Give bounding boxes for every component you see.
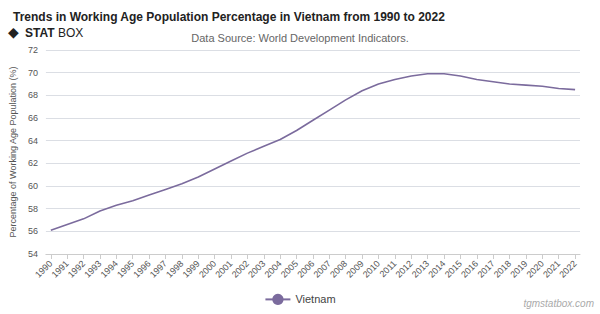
- svg-text:1992: 1992: [66, 258, 87, 279]
- svg-text:1995: 1995: [115, 258, 136, 279]
- svg-text:56: 56: [28, 226, 38, 236]
- svg-text:2002: 2002: [230, 258, 251, 279]
- svg-text:2009: 2009: [344, 258, 365, 279]
- svg-text:68: 68: [28, 90, 38, 100]
- svg-text:2014: 2014: [426, 258, 447, 279]
- svg-text:Trends in Working Age Populati: Trends in Working Age Population Percent…: [13, 10, 445, 24]
- svg-text:54: 54: [28, 249, 38, 259]
- svg-text:2005: 2005: [279, 258, 300, 279]
- svg-text:62: 62: [28, 158, 38, 168]
- svg-text:1997: 1997: [148, 258, 169, 279]
- svg-text:2003: 2003: [246, 258, 267, 279]
- svg-text:2001: 2001: [213, 258, 234, 279]
- svg-text:60: 60: [28, 181, 38, 191]
- svg-text:2021: 2021: [541, 258, 562, 279]
- svg-text:2018: 2018: [492, 258, 513, 279]
- svg-text:2017: 2017: [475, 258, 496, 279]
- svg-text:◆: ◆: [8, 24, 19, 40]
- svg-text:1991: 1991: [50, 258, 71, 279]
- svg-text:Vietnam: Vietnam: [295, 293, 335, 305]
- svg-text:STAT: STAT: [25, 26, 55, 40]
- svg-text:2010: 2010: [361, 258, 382, 279]
- svg-text:2000: 2000: [197, 258, 218, 279]
- svg-text:1990: 1990: [33, 258, 54, 279]
- svg-text:1994: 1994: [99, 258, 120, 279]
- svg-text:1993: 1993: [82, 258, 103, 279]
- svg-text:2016: 2016: [459, 258, 480, 279]
- svg-text:2012: 2012: [394, 258, 415, 279]
- svg-text:2019: 2019: [508, 258, 529, 279]
- svg-text:Percentage of Working Age Popu: Percentage of Working Age Population (%): [8, 67, 18, 238]
- svg-text:2006: 2006: [295, 258, 316, 279]
- svg-text:2011: 2011: [378, 258, 399, 279]
- svg-text:2015: 2015: [443, 258, 464, 279]
- svg-text:1998: 1998: [164, 258, 185, 279]
- svg-text:58: 58: [28, 204, 38, 214]
- svg-text:2004: 2004: [263, 258, 284, 279]
- svg-text:64: 64: [28, 136, 38, 146]
- svg-text:2020: 2020: [525, 258, 546, 279]
- svg-text:tgmstatbox.com: tgmstatbox.com: [523, 298, 594, 309]
- svg-text:2022: 2022: [557, 258, 578, 279]
- svg-text:Data Source: World Development: Data Source: World Development Indicator…: [191, 32, 408, 44]
- svg-text:70: 70: [28, 68, 38, 78]
- svg-text:72: 72: [28, 45, 38, 55]
- svg-text:1996: 1996: [131, 258, 152, 279]
- svg-text:2013: 2013: [410, 258, 431, 279]
- svg-text:BOX: BOX: [58, 26, 83, 40]
- svg-text:66: 66: [28, 113, 38, 123]
- svg-text:1999: 1999: [181, 258, 202, 279]
- svg-text:2007: 2007: [312, 258, 333, 279]
- svg-text:2008: 2008: [328, 258, 349, 279]
